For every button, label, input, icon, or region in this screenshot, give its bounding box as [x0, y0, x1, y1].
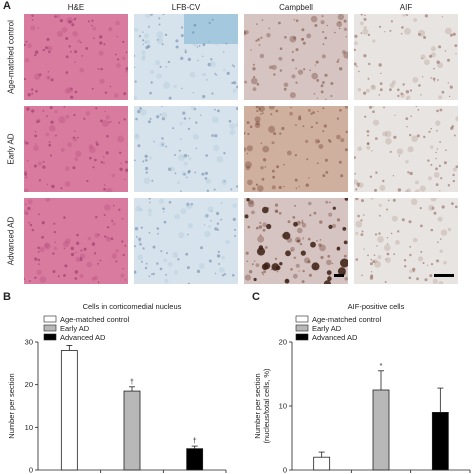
micrograph-1-1: [134, 106, 238, 192]
chart-b-annotation-2: †: [193, 438, 197, 445]
chart-b-legend-swatch-1: [43, 324, 57, 332]
panel-c-letter: C: [252, 291, 260, 303]
chart-b-ytick-label-2: 20: [25, 380, 33, 389]
chart-b-ytick-label-0: 0: [29, 466, 33, 474]
chart-c-ytick-label-0: 0: [283, 466, 287, 474]
chart-c-bar-1: [372, 389, 390, 471]
chart-b-legend-label-1: Early AD: [60, 324, 90, 333]
chart-b-ytick-label-3: 30: [25, 338, 33, 347]
micrograph-0-0: [24, 14, 128, 100]
panel-b-letter: B: [3, 291, 11, 303]
row-label-early-ad: Early AD: [6, 133, 16, 165]
chart-b-legend-label-0: Age-matched control: [60, 315, 130, 324]
chart-b-ytick-label-1: 10: [25, 423, 33, 432]
micrograph-2-2: [244, 198, 348, 284]
micrograph-3-2: [354, 198, 458, 284]
micrograph-3-0: [354, 14, 458, 100]
chart-b-legend-label-2: Advanced AD: [60, 333, 106, 342]
chart-c-legend-swatch-1: [295, 324, 309, 332]
chart-c-annotation-1: *: [380, 363, 383, 370]
chart-b-bar-0: [60, 350, 78, 471]
chart-c-legend-label-0: Age-matched control: [312, 315, 382, 324]
micrograph-1-0: [134, 14, 238, 100]
row-label-control: Age-matched control: [6, 20, 16, 94]
chart-b: Cells in corticomedial nucleus Age-matche…: [7, 302, 227, 474]
chart-c-legend-label-1: Early AD: [312, 324, 342, 333]
chart-c-ytick-label-2: 20: [279, 338, 287, 347]
chart-c-legend-label-2: Advanced AD: [312, 333, 358, 342]
column-title-aif: AIF: [399, 3, 413, 12]
micrograph-3-1: [354, 106, 458, 192]
chart-b-legend-swatch-2: [43, 333, 57, 341]
chart-c-bar-2: [431, 412, 449, 471]
chart-c-legend-swatch-2: [295, 333, 309, 341]
micrograph-0-1: [24, 106, 128, 192]
column-title-campbell: Campbell: [279, 3, 313, 12]
chart-c-ytick-label-1: 10: [279, 402, 287, 411]
chart-b-annotation-1: †: [130, 379, 134, 386]
micrograph-1-2: [134, 198, 238, 284]
chart-b-title: Cells in corticomedial nucleus: [83, 302, 182, 311]
chart-b-legend-swatch-0: [43, 315, 57, 323]
row-label-advanced-ad: Advanced AD: [6, 216, 16, 266]
column-title-lfb-cv: LFB-CV: [171, 3, 201, 12]
micrograph-0-2: [24, 198, 128, 284]
panel-a-letter: A: [3, 0, 11, 12]
micrograph-2-0: [244, 14, 348, 100]
column-title-he: H&E: [67, 3, 85, 12]
chart-c-title: AIF-positive cells: [348, 302, 405, 311]
chart-c-ylabel: Number per section: [253, 373, 262, 438]
micrograph-2-1: [244, 106, 348, 192]
chart-c-ylabel-2: (nucleus/total cells, %): [262, 368, 271, 444]
chart-b-ylabel: Number per section: [7, 373, 16, 438]
chart-c-legend-swatch-0: [295, 315, 309, 323]
chart-b-bar-1: [123, 390, 141, 471]
chart-c: AIF-positive cells Age-matched controlEar…: [253, 302, 471, 474]
chart-b-bar-2: [186, 448, 204, 471]
chart-c-bar-0: [313, 456, 331, 471]
